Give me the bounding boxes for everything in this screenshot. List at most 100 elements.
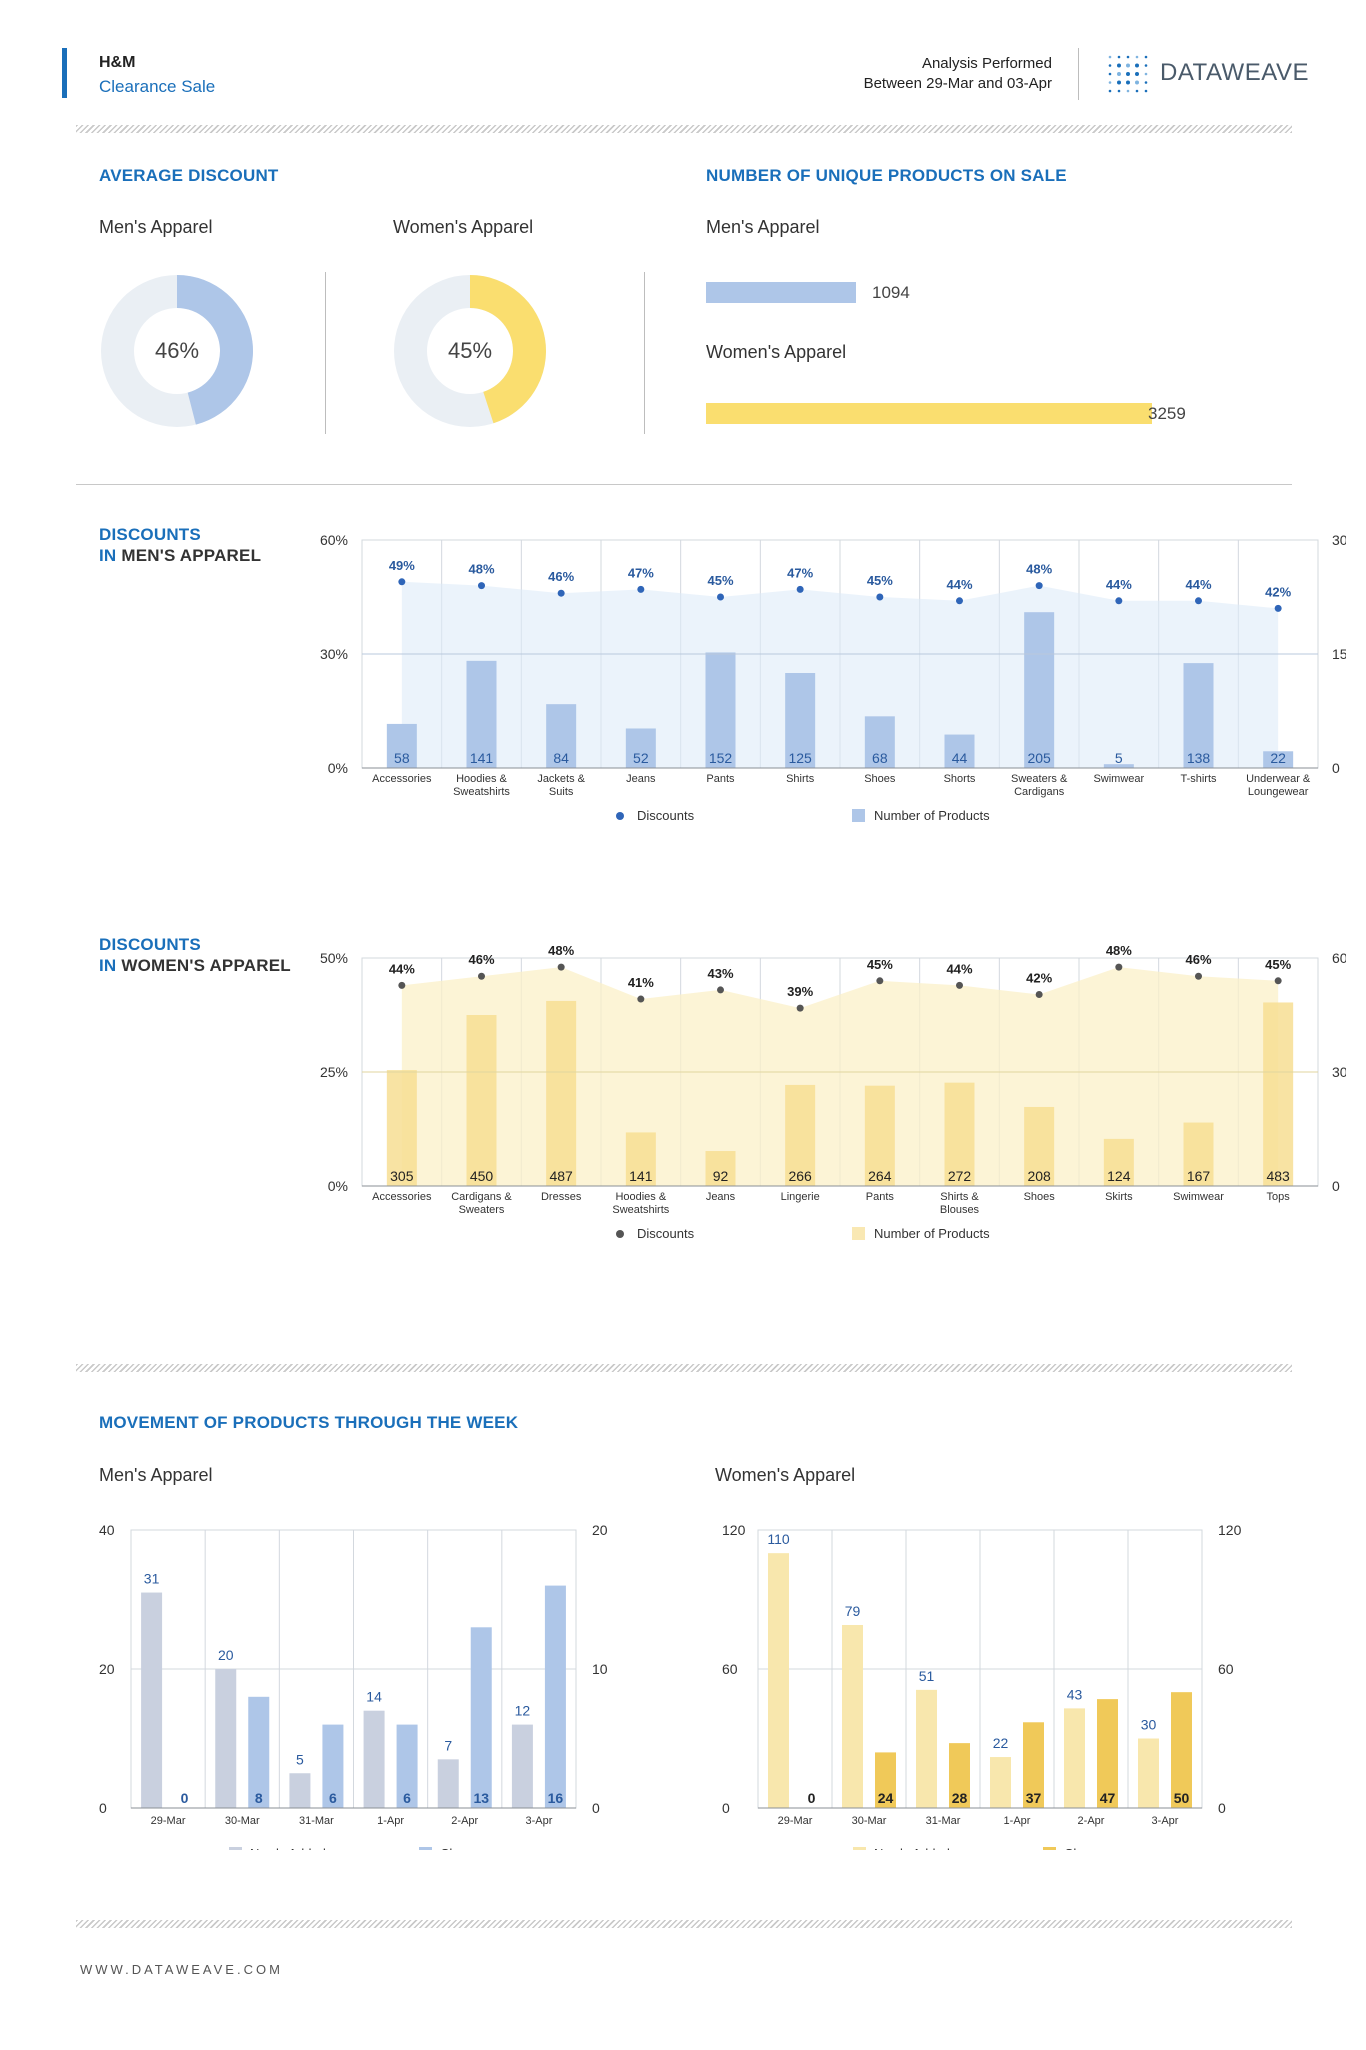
right-tick-label: 300	[1332, 1064, 1346, 1080]
category-label: Hoodies &	[615, 1191, 666, 1203]
left-tick-label: 25%	[320, 1064, 348, 1080]
right-tick-label: 150	[1332, 646, 1346, 662]
category-label: T-shirts	[1180, 773, 1217, 785]
discount-label: 43%	[707, 966, 733, 981]
churn-label: 8	[255, 1790, 263, 1806]
logo-dot	[1135, 72, 1139, 76]
logo-dot	[1126, 63, 1130, 68]
discount-point	[1195, 972, 1202, 980]
women-discounts-title-rest: WOMEN'S APPAREL	[121, 956, 291, 975]
churn-label: 0	[808, 1790, 816, 1806]
women-discounts-title-line1: DISCOUNTS	[99, 935, 201, 954]
churn-label: 24	[878, 1790, 894, 1806]
product-count-label: 84	[553, 750, 569, 766]
newly-added-bar	[511, 1724, 533, 1808]
newly-added-label: 30	[1141, 1717, 1157, 1733]
discount-point	[478, 972, 485, 980]
discount-label: 39%	[787, 984, 813, 999]
product-count-label: 22	[1270, 750, 1286, 766]
discount-area	[401, 967, 1279, 1186]
newly-added-label: 22	[993, 1735, 1009, 1751]
logo-dot	[1108, 72, 1112, 76]
legend-discounts-marker	[616, 1230, 624, 1238]
newly-added-label: 31	[144, 1571, 160, 1587]
churn-label: 37	[1026, 1790, 1042, 1806]
women-discount-value: 45%	[447, 338, 493, 363]
newly-added-bar	[215, 1669, 237, 1808]
churn-label: 6	[403, 1790, 411, 1806]
category-label: 1-Apr	[1004, 1815, 1031, 1827]
category-label: Blouses	[940, 1204, 980, 1216]
bottom-divider	[76, 1920, 1292, 1928]
right-tick-label: 0	[592, 1800, 600, 1816]
discount-point	[1274, 977, 1282, 985]
left-tick-label: 60%	[320, 532, 348, 548]
left-tick-label: 0%	[328, 1178, 348, 1194]
women-movement-chart: 110 79 51 22 43 30 0 24 28 37 47 50 0 60 120 0 60 120 29-M…	[722, 1522, 1242, 1850]
men-discounts-title-line1: DISCOUNTS	[99, 525, 201, 544]
churn-label: 50	[1174, 1790, 1190, 1806]
discount-label: 44%	[946, 577, 972, 592]
product-bar	[944, 1082, 975, 1186]
product-count-label: 141	[629, 1168, 653, 1184]
discount-label: 41%	[628, 975, 654, 990]
right-tick-label: 10	[592, 1661, 608, 1677]
legend-products-label: Number of Products	[874, 808, 990, 823]
logo-dot	[1117, 89, 1121, 93]
category-label: Dresses	[541, 1191, 582, 1203]
product-count-label: 124	[1107, 1168, 1131, 1184]
logo-dot	[1135, 89, 1139, 93]
product-bar	[1263, 1002, 1294, 1186]
logo-dot	[1117, 72, 1121, 76]
discount-point	[956, 597, 963, 605]
discount-label: 49%	[389, 558, 415, 573]
newly-added-bar	[141, 1592, 163, 1808]
product-bar	[1024, 612, 1055, 768]
category-label: Loungewear	[1248, 786, 1309, 798]
logo-dot	[1126, 55, 1130, 59]
discount-point	[557, 963, 565, 971]
discount-label: 45%	[1265, 957, 1291, 972]
women-discount-donut	[394, 275, 546, 427]
category-label: 29-Mar	[778, 1815, 813, 1827]
churn-bar	[1023, 1722, 1044, 1808]
right-tick-label: 0	[1332, 1178, 1340, 1194]
discount-point	[717, 593, 724, 601]
discount-label: 46%	[468, 952, 494, 967]
logo-dot	[1108, 64, 1112, 67]
right-tick-label: 20	[592, 1522, 608, 1538]
product-bar	[386, 723, 417, 768]
women-discounts-chart: 305 450 487 141 92 266 264 272 208 124 167 483 44% 46…	[320, 943, 1346, 1241]
category-label: Shorts	[944, 773, 976, 785]
category-label: Cardigans	[1014, 786, 1065, 798]
header-accent-bar	[62, 48, 67, 98]
movement-women-label: Women's Apparel	[715, 1465, 856, 1485]
product-count-label: 264	[868, 1168, 892, 1184]
product-count-label: 450	[470, 1168, 494, 1184]
discount-label: 44%	[1106, 577, 1132, 592]
unique-products-women-bar	[706, 403, 1152, 424]
men-discount-donut	[101, 275, 253, 427]
logo-dot	[1108, 55, 1112, 59]
product-count-label: 167	[1187, 1168, 1211, 1184]
product-bar	[1024, 1106, 1055, 1186]
discount-label: 46%	[548, 569, 574, 584]
men-discounts-chart: 58 141 84 52 152 125 68 44 205 5 138 22 49% 48% 46% 47%…	[320, 532, 1346, 823]
category-label: Sweaters	[459, 1204, 505, 1216]
category-label: Sweaters &	[1011, 773, 1068, 785]
left-tick-label: 0	[722, 1800, 730, 1816]
category-label: 1-Apr	[377, 1815, 404, 1827]
churn-bar	[322, 1724, 344, 1808]
category-label: Shoes	[864, 773, 896, 785]
legend-churn-label: Churn	[1064, 1846, 1099, 1850]
product-bar	[705, 652, 736, 768]
discount-label: 44%	[946, 961, 972, 976]
churn-label: 13	[473, 1790, 489, 1806]
discount-point	[1115, 597, 1123, 605]
right-tick-label: 600	[1332, 950, 1346, 966]
category-label: Shirts	[786, 773, 815, 785]
unique-products-women-label: Women's Apparel	[706, 342, 847, 362]
category-label: 3-Apr	[525, 1815, 552, 1827]
product-count-label: 272	[948, 1168, 972, 1184]
discount-label: 45%	[867, 957, 893, 972]
